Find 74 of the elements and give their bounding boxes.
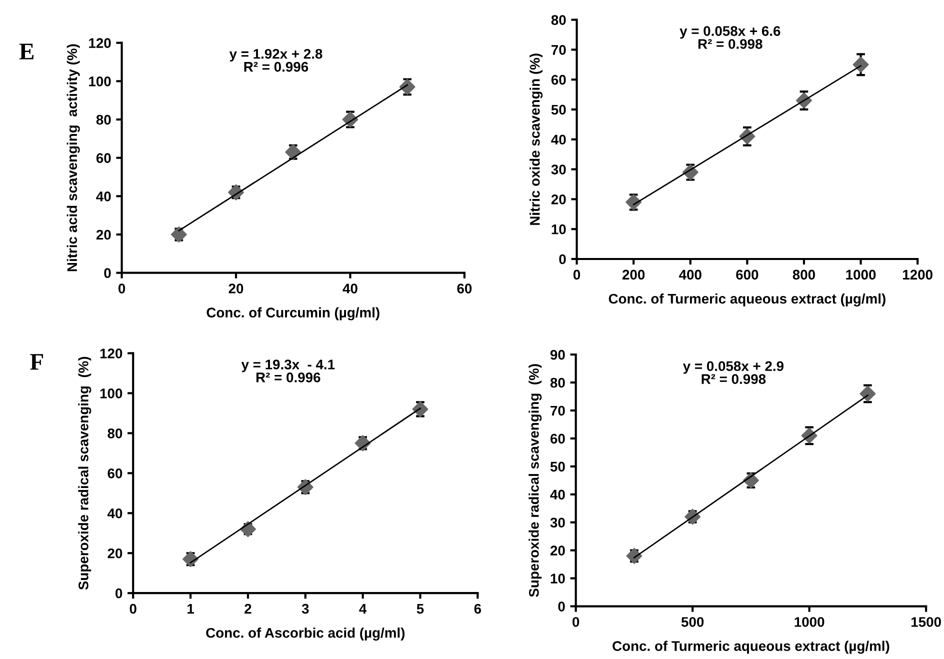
y-tick-label: 50 [551, 104, 566, 115]
x-tick-label: 3 [302, 604, 309, 614]
x-tick-label: 20 [228, 284, 244, 294]
annotation: y = 1.92x + 2.8 R² = 0.996 [229, 48, 322, 72]
x-tick-label: 1000 [846, 270, 876, 280]
x-axis-title: Conc. of Turmeric aqueous extract (µg/ml) [612, 640, 890, 654]
y-tick-label: 0 [559, 254, 566, 264]
y-tick-label: 30 [550, 518, 565, 528]
x-tick-label: 1000 [794, 617, 824, 627]
x-tick-label: 60 [457, 284, 472, 294]
x-tick-label: 800 [792, 270, 815, 280]
point [860, 386, 876, 402]
annotation: y = 19.3x - 4.1 R² = 0.996 [241, 360, 335, 382]
chart-title: E [19, 44, 34, 60]
point [626, 194, 642, 210]
y-tick-label: 20 [551, 194, 566, 204]
chart-title: F [30, 354, 44, 370]
y-tick-label: 40 [550, 490, 565, 500]
y-tick-label: 120 [100, 348, 122, 358]
y-axis-title: Nitric acid scavenging activity (%) [66, 44, 80, 272]
y-tick-label: 20 [550, 546, 565, 556]
x-tick-label: 0 [572, 617, 580, 627]
y-tick-label: 100 [89, 76, 111, 86]
x-tick-label: 1 [188, 604, 194, 614]
x-tick-label: 400 [679, 270, 702, 280]
x-tick-label: 2 [244, 604, 252, 614]
y-tick-label: 70 [552, 45, 566, 55]
y-tick-label: 40 [96, 191, 111, 202]
y-tick-label: 80 [108, 428, 122, 438]
x-tick-label: 600 [736, 270, 758, 280]
y-tick-label: 40 [551, 134, 566, 145]
y-tick-label: 40 [107, 508, 122, 518]
y-tick-label: 30 [551, 164, 566, 174]
y-tick-label: 90 [550, 350, 565, 360]
y-tick-label: 0 [116, 588, 122, 598]
y-tick-label: 80 [96, 114, 111, 125]
x-tick-label: 0 [130, 604, 136, 614]
point [399, 78, 416, 95]
y-axis-title: Nitric oxide scavengin (%) [530, 54, 543, 225]
point [285, 144, 302, 160]
y-tick-label: 20 [108, 548, 122, 558]
point [412, 401, 428, 418]
y-tick-label: 60 [551, 74, 566, 85]
point [170, 226, 187, 242]
y-tick-label: 60 [550, 434, 565, 444]
x-axis-title: Conc. of Turmeric aqueous extract (µg/ml) [608, 293, 886, 306]
point [852, 56, 869, 73]
y-axis-title: Superoxide radical scavenging (%) [78, 356, 92, 590]
y-tick-label: 10 [550, 574, 565, 584]
x-axis-title: Conc. of Ascorbic acid (µg/ml) [206, 628, 405, 641]
x-tick-label: 1500 [911, 617, 941, 627]
y-tick-label: 120 [89, 38, 111, 48]
y-tick-label: 10 [552, 224, 566, 234]
y-tick-label: 60 [96, 153, 111, 163]
point [626, 548, 642, 564]
y-tick-label: 20 [96, 230, 111, 240]
x-tick-label: 5 [416, 604, 424, 614]
x-axis-title: Conc. of Curcumin (µg/ml) [206, 307, 380, 320]
x-tick-label: 200 [622, 270, 645, 280]
x-tick-label: 6 [474, 604, 482, 614]
y-tick-label: 80 [551, 15, 566, 25]
x-tick-label: 0 [573, 270, 580, 280]
y-axis-title: Superoxide radical scavenging (%) [528, 364, 542, 597]
y-tick-label: 80 [550, 378, 565, 388]
y-tick-label: 100 [100, 388, 122, 398]
x-tick-label: 40 [342, 284, 358, 294]
x-tick-label: 1200 [902, 270, 932, 280]
y-tick-label: 60 [108, 468, 122, 478]
y-tick-label: 70 [550, 406, 565, 416]
y-tick-label: 50 [550, 462, 565, 472]
annotation: y = 0.058x + 2.9 R² = 0.998 [682, 361, 784, 384]
x-tick-label: 500 [681, 617, 704, 627]
x-tick-label: 4 [359, 604, 367, 614]
annotation: y = 0.058x + 6.6 R² = 0.998 [680, 26, 780, 49]
